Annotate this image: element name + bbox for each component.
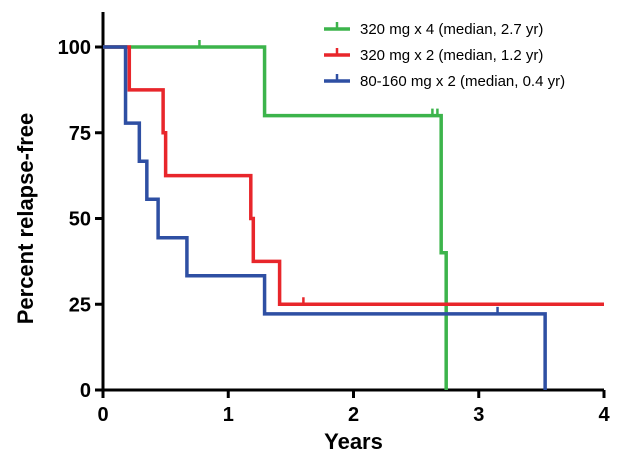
series-line-3	[103, 45, 547, 390]
y-tick-label: 50	[69, 209, 91, 231]
x-tick-label: 1	[223, 404, 234, 426]
x-tick-label: 2	[348, 404, 359, 426]
legend-label: 320 mg x 4 (median, 2.7 yr)	[360, 21, 543, 38]
x-tick-label: 4	[598, 404, 610, 426]
legend-label: 320 mg x 2 (median, 1.2 yr)	[360, 47, 543, 64]
x-axis-label: Years	[324, 429, 383, 454]
series-layer	[103, 40, 604, 390]
series-line-1	[103, 45, 448, 390]
y-tick-label: 0	[80, 380, 91, 402]
legend: 320 mg x 4 (median, 2.7 yr) 320 mg x 2 (m…	[324, 21, 565, 90]
x-tick-label: 3	[473, 404, 484, 426]
series-line-2	[103, 45, 604, 306]
legend-label: 80-160 mg x 2 (median, 0.4 yr)	[360, 73, 565, 90]
y-axis-label: Percent relapse-free	[13, 113, 38, 325]
axes: 0 1 2 3 4 0 25 50 75 100	[58, 12, 610, 426]
x-tick-label: 0	[97, 404, 108, 426]
y-tick-label: 100	[58, 37, 91, 59]
y-tick-label: 75	[69, 123, 91, 145]
y-tick-label: 25	[69, 294, 91, 316]
